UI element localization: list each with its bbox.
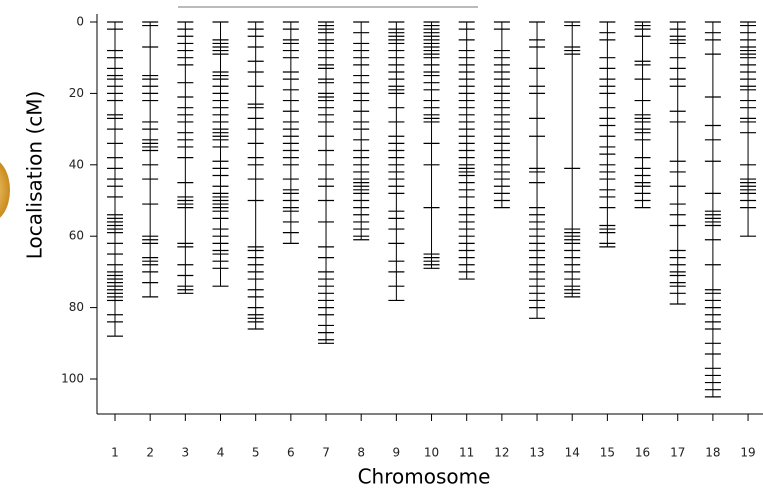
y-axis-label: Localisation (cM) — [23, 91, 47, 260]
x-tick-label: 3 — [182, 446, 190, 460]
y-tick-label: 0 — [76, 15, 84, 29]
x-tick-label: 13 — [529, 446, 544, 460]
x-tick-label: 5 — [252, 446, 260, 460]
x-tick-label: 8 — [357, 446, 365, 460]
y-tick-label: 20 — [69, 86, 84, 100]
y-tick-label: 40 — [69, 157, 84, 171]
x-tick-label: 18 — [705, 446, 720, 460]
y-tick-label: 80 — [69, 300, 84, 314]
x-tick-label: 4 — [217, 446, 225, 460]
x-tick-label: 2 — [146, 446, 154, 460]
x-tick-label: 15 — [600, 446, 615, 460]
x-axis-label: Chromosome — [358, 465, 491, 489]
x-tick-label: 10 — [424, 446, 439, 460]
x-tick-label: 16 — [635, 446, 650, 460]
x-tick-label: 1 — [111, 446, 119, 460]
x-tick-label: 14 — [565, 446, 580, 460]
y-tick-label: 60 — [69, 229, 84, 243]
x-tick-label: 7 — [322, 446, 330, 460]
x-tick-label: 11 — [459, 446, 474, 460]
y-tick-label: 100 — [61, 372, 84, 386]
x-tick-label: 17 — [670, 446, 685, 460]
x-tick-label: 12 — [494, 446, 509, 460]
x-tick-label: 19 — [740, 446, 755, 460]
decoration — [0, 162, 10, 218]
x-tick-label: 9 — [393, 446, 401, 460]
x-tick-label: 6 — [287, 446, 295, 460]
